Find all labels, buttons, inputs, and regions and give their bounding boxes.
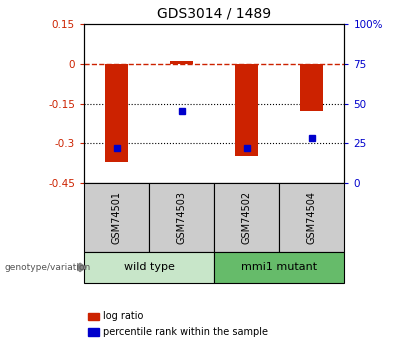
Bar <box>300 64 323 111</box>
Text: GSM74501: GSM74501 <box>112 191 121 244</box>
Bar <box>105 64 128 162</box>
Text: log ratio: log ratio <box>103 312 143 321</box>
Bar <box>235 64 258 156</box>
Text: mmi1 mutant: mmi1 mutant <box>241 263 318 272</box>
Text: percentile rank within the sample: percentile rank within the sample <box>103 327 268 337</box>
Bar <box>170 61 193 64</box>
Text: GSM74503: GSM74503 <box>177 191 186 244</box>
Text: GSM74502: GSM74502 <box>242 191 252 244</box>
Title: GDS3014 / 1489: GDS3014 / 1489 <box>157 6 271 20</box>
Text: genotype/variation: genotype/variation <box>4 263 90 272</box>
Text: GSM74504: GSM74504 <box>307 191 317 244</box>
Text: wild type: wild type <box>123 263 175 272</box>
